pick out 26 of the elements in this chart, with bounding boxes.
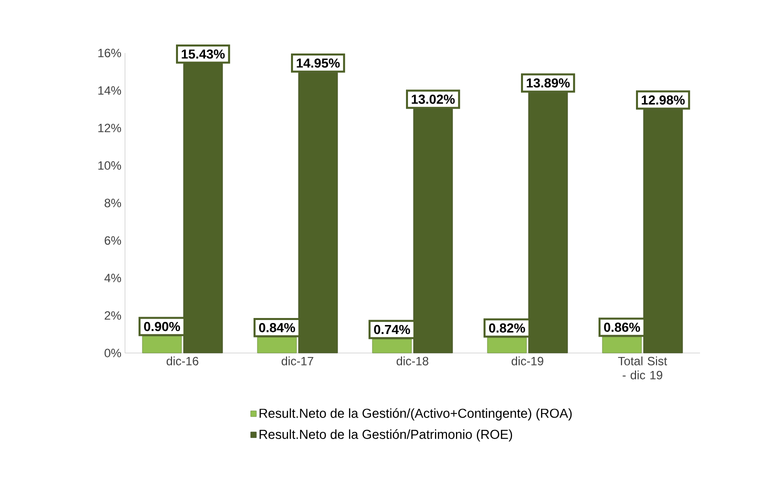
y-tick-label: 2% (104, 311, 122, 320)
data-label: 0.90% (144, 322, 180, 332)
data-label: 13.02% (412, 94, 455, 104)
data-label: 0.84% (259, 323, 296, 332)
legend-label: Result.Neto de la Gestión/(Activo+Contingente) (ROA) (260, 408, 572, 420)
x-tick-label: dic-19 (512, 356, 544, 366)
x-tick-label: dic-17 (282, 356, 314, 366)
data-label: 15.43% (182, 49, 225, 59)
data-label: 14.95% (296, 58, 340, 68)
y-tick-label: 12% (98, 124, 122, 132)
y-tick-label: 0% (104, 348, 122, 358)
data-label: 0.82% (489, 323, 526, 333)
data-label: 0.86% (604, 322, 640, 332)
y-tick-label: 14% (98, 86, 122, 95)
data-label: 0.74% (374, 324, 410, 334)
y-tick-label: 8% (104, 198, 122, 208)
y-tick-label: 16% (98, 48, 122, 58)
x-tick-label: Total Sist - dic 19 (618, 356, 668, 380)
y-tick-label: 4% (104, 274, 122, 282)
x-tick-label: dic-18 (396, 356, 428, 366)
x-tick-label: dic-16 (166, 356, 198, 366)
y-tick-label: 6% (104, 236, 122, 245)
legend-label: Result.Neto de la Gestión/Patrimonio (ROE) (260, 429, 512, 442)
data-label: 13.89% (526, 78, 570, 88)
y-tick-label: 10% (98, 161, 122, 170)
data-label: 12.98% (642, 95, 685, 105)
